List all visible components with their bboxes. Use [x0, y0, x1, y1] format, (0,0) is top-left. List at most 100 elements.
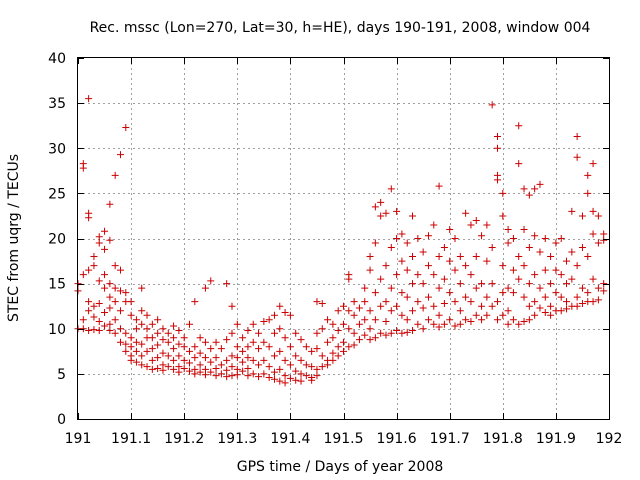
data-point [515, 122, 523, 130]
data-point [419, 325, 427, 333]
data-point [292, 352, 300, 360]
y-tick-label: 25 [48, 186, 66, 202]
data-point [191, 354, 199, 362]
data-point [451, 298, 459, 306]
data-point [515, 275, 523, 283]
data-point [382, 331, 390, 339]
data-point [467, 271, 475, 279]
data-point [286, 361, 294, 369]
data-point [541, 293, 549, 301]
data-point [116, 266, 124, 274]
data-point [191, 370, 199, 378]
data-point [127, 334, 135, 342]
data-point [446, 257, 454, 265]
data-point [382, 298, 390, 306]
x-tick-label: 191.5 [323, 431, 363, 447]
data-point [79, 316, 87, 324]
data-point [350, 329, 358, 337]
data-point [573, 133, 581, 141]
data-point [435, 182, 443, 190]
data-point [382, 262, 390, 270]
data-point [488, 302, 496, 310]
data-point [95, 233, 103, 241]
data-point [403, 316, 411, 324]
data-point [223, 336, 231, 344]
data-point [116, 338, 124, 346]
data-point [536, 304, 544, 312]
data-point [600, 230, 608, 238]
data-point [276, 325, 284, 333]
data-point [148, 365, 156, 373]
data-point [132, 358, 140, 366]
data-point [531, 298, 539, 306]
data-point [563, 280, 571, 288]
data-point [547, 311, 555, 319]
data-point [138, 352, 146, 360]
data-point [584, 289, 592, 297]
data-point [276, 377, 284, 385]
data-point [270, 311, 278, 319]
data-point [132, 338, 140, 346]
data-point [472, 216, 480, 224]
data-point [164, 363, 172, 371]
data-point [191, 343, 199, 351]
data-point [207, 345, 215, 353]
data-point [578, 284, 586, 292]
x-tick-label: 191.9 [536, 431, 576, 447]
data-point [313, 345, 321, 353]
y-tick-label: 15 [48, 277, 66, 293]
data-point [196, 334, 204, 342]
data-point [563, 305, 571, 313]
data-point [270, 352, 278, 360]
data-point [276, 365, 284, 373]
data-point [260, 318, 268, 326]
data-point [478, 280, 486, 288]
data-point [345, 275, 353, 283]
data-point [148, 334, 156, 342]
data-point [515, 160, 523, 168]
data-point [324, 361, 332, 369]
data-point [302, 361, 310, 369]
data-point [557, 307, 565, 315]
data-point [154, 316, 162, 324]
data-point [324, 338, 332, 346]
data-point [95, 239, 103, 247]
data-point [292, 367, 300, 375]
data-point [207, 358, 215, 366]
data-point [223, 373, 231, 381]
data-point [85, 266, 93, 274]
data-point [536, 248, 544, 256]
data-point [233, 320, 241, 328]
data-point [509, 289, 517, 297]
data-point [589, 298, 597, 306]
data-point [589, 160, 597, 168]
data-point [127, 343, 135, 351]
data-point [456, 253, 464, 261]
data-point [106, 236, 114, 244]
data-point [186, 367, 194, 375]
data-point [111, 316, 119, 324]
data-point [414, 235, 422, 242]
data-point [233, 371, 241, 379]
data-point [573, 302, 581, 310]
data-point [393, 235, 401, 242]
data-point [350, 298, 358, 306]
data-point [552, 266, 560, 274]
data-point [355, 320, 363, 328]
data-point [255, 373, 263, 381]
data-point [340, 302, 347, 310]
data-point [270, 329, 278, 337]
data-point [483, 293, 491, 301]
data-point [547, 302, 555, 310]
data-point [85, 307, 93, 315]
data-point [462, 293, 470, 301]
data-point [255, 361, 263, 369]
data-point [557, 293, 565, 301]
data-point [228, 372, 236, 380]
data-point [594, 284, 602, 292]
data-point [106, 280, 114, 288]
data-point [493, 133, 501, 141]
data-point [201, 284, 209, 292]
data-point [228, 329, 236, 337]
